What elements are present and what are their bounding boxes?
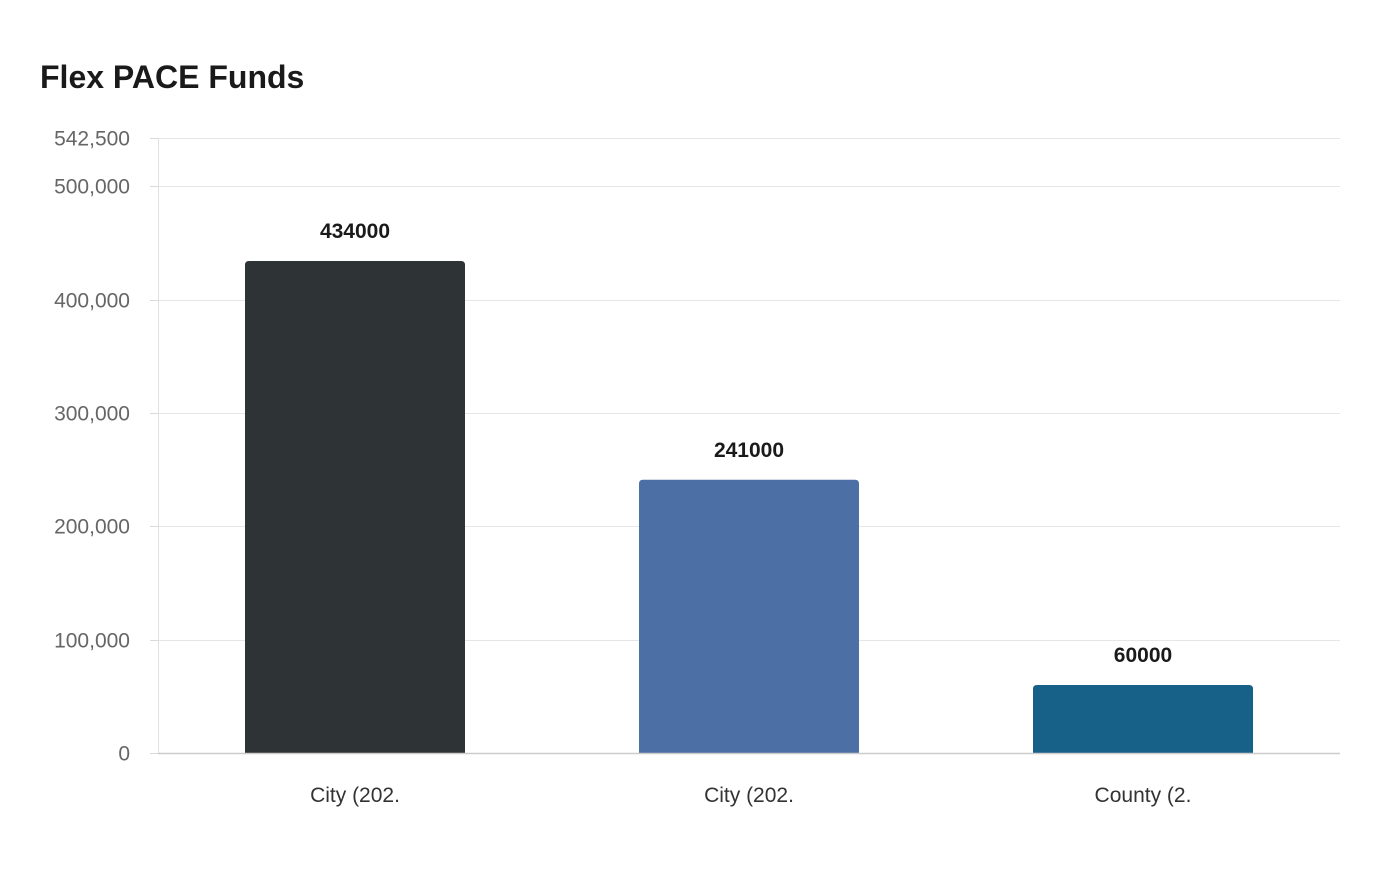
bar-value-label: 241000 — [714, 439, 784, 462]
y-tick-label: 500,000 — [54, 176, 130, 199]
bar-value-label: 434000 — [320, 220, 390, 243]
bar-value-label: 60000 — [1114, 644, 1172, 667]
bar — [639, 479, 859, 753]
x-category-label: County (2. — [1095, 784, 1192, 807]
x-category-label: City (202. — [704, 784, 794, 807]
y-tick-label: 400,000 — [54, 290, 130, 313]
y-tick-label: 0 — [118, 743, 130, 766]
x-category-label: City (202. — [310, 784, 400, 807]
bar — [1033, 684, 1253, 753]
y-tick-label: 200,000 — [54, 516, 130, 539]
y-tick-label: 300,000 — [54, 403, 130, 426]
chart-title: Flex PACE Funds — [40, 59, 305, 95]
bar — [245, 261, 465, 753]
y-tick-label: 542,500 — [54, 128, 130, 151]
y-tick-label: 100,000 — [54, 630, 130, 653]
